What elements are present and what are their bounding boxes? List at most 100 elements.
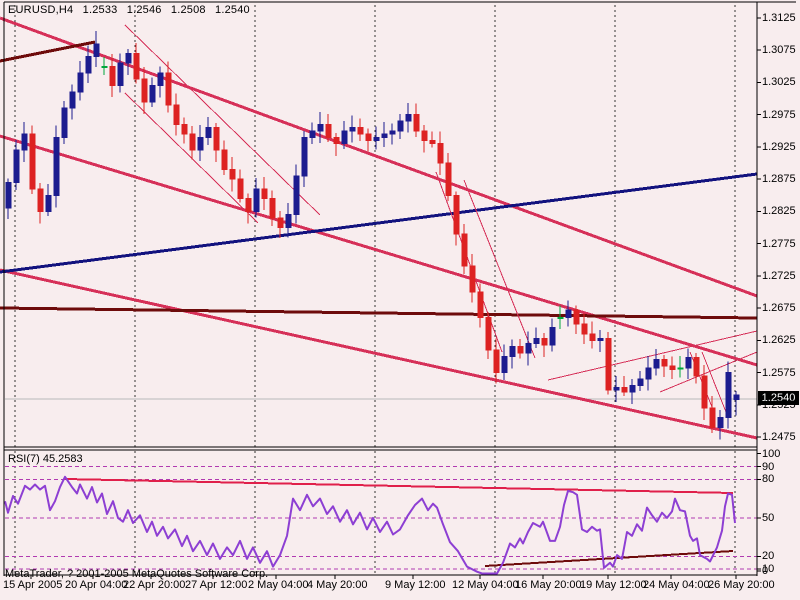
price-tick-label: 1.3025 (762, 76, 796, 89)
candle-body (93, 43, 100, 58)
candle-body (469, 265, 476, 293)
minor-rising-wedge-a (547, 330, 758, 381)
time-axis-label: 22 Apr 20:00 (123, 579, 186, 591)
minor-channel-apr-a (124, 24, 321, 216)
candle-body (325, 123, 332, 138)
time-axis-label: 27 Apr 12:00 (185, 579, 248, 591)
rsi-tick-label: 50 (762, 511, 775, 524)
candle-body (165, 72, 172, 106)
price-tick-label: 1.2625 (762, 334, 796, 347)
candle-body (509, 346, 516, 357)
candle-body (517, 346, 524, 354)
time-axis-label: 2 May 04:00 (248, 579, 309, 591)
candle-body (677, 367, 684, 370)
minor-channel-late-b (701, 351, 727, 413)
candle-body (365, 133, 372, 141)
candle-body (525, 343, 532, 354)
candle-body (581, 323, 588, 335)
candle-body (549, 326, 556, 346)
candle-body (293, 175, 300, 216)
candle-body (493, 349, 500, 374)
candle-body (661, 359, 668, 367)
candle-body (229, 168, 236, 180)
price-tick-label: 1.2675 (762, 302, 796, 315)
time-axis-label: 12 May 04:00 (452, 579, 519, 591)
rsi-tick-label: 0 (762, 565, 769, 577)
candle-body (725, 372, 732, 419)
candle-body (117, 62, 124, 87)
candle-body (685, 357, 692, 369)
horizontal-resistance-line (0, 306, 758, 320)
candle-body (333, 136, 340, 145)
price-tick-label: 1.2925 (762, 140, 796, 153)
candle-body (653, 359, 660, 369)
high-value: 1.2546 (126, 4, 162, 16)
rsi-tick-label: 10 (762, 563, 775, 576)
minor-channel-may-b (463, 179, 536, 359)
time-axis-label: 20 Apr 04:00 (65, 579, 128, 591)
candle-body (541, 337, 548, 346)
rsi-tick-label: 20 (762, 550, 775, 563)
candle-body (733, 394, 740, 401)
candle-body (173, 104, 180, 125)
candle-body (629, 384, 636, 393)
rsi-resistance-line (64, 478, 734, 494)
candle-body (421, 130, 428, 141)
current-price-badge: 1.2540 (758, 391, 799, 405)
rsi-support-line (484, 550, 734, 567)
candle-body (597, 337, 604, 341)
low-value: 1.2508 (170, 4, 206, 16)
candle-body (221, 149, 228, 170)
candle-body (157, 72, 164, 87)
candle-body (245, 197, 252, 212)
open-value: 1.2533 (82, 4, 118, 16)
candle-body (197, 136, 204, 151)
candle-body (557, 317, 564, 320)
candle-body (53, 136, 60, 196)
candle-body (357, 127, 364, 135)
channel-mid-line (0, 134, 758, 367)
candle-body (605, 337, 612, 391)
candle-body (349, 127, 356, 132)
rsi-indicator-label: RSI(7) 45.2583 (8, 453, 83, 465)
price-tick-label: 1.2825 (762, 205, 796, 218)
candle-body (405, 114, 412, 122)
time-axis-label: 19 May 12:00 (580, 579, 647, 591)
candle-body (277, 217, 284, 228)
time-axis-label: 24 May 04:00 (643, 579, 710, 591)
ohlc-header: EURUSD,H4 1.2533 1.2546 1.2508 1.2540 (8, 4, 256, 16)
price-tick-label: 1.3125 (762, 12, 796, 24)
candle-body (269, 197, 276, 219)
candle-body (21, 133, 28, 151)
candle-body (5, 181, 12, 209)
candle-body (213, 127, 220, 151)
candle-body (101, 65, 108, 68)
candle-body (717, 417, 724, 428)
time-axis-label: 26 May 20:00 (708, 579, 775, 591)
channel-bottom-line (0, 268, 758, 440)
candle-body (109, 65, 116, 87)
candle-body (613, 386, 620, 391)
copyright-text: MetaTrader, ? 2001-2005 MetaQuotes Softw… (5, 568, 269, 580)
candle-body (429, 139, 436, 145)
candle-body (453, 194, 460, 235)
candle-body (13, 149, 20, 183)
candle-body (669, 365, 676, 370)
candle-body (709, 407, 716, 428)
rsi-tick-label: 80 (762, 473, 775, 486)
price-tick-label: 1.2525 (762, 398, 796, 411)
candle-body (477, 291, 484, 319)
candle-body (37, 188, 44, 212)
candle-body (701, 375, 708, 409)
price-tick-label: 1.3075 (762, 44, 796, 57)
candle-body (637, 378, 644, 386)
candle-body (645, 367, 652, 380)
time-axis-label: 9 May 12:00 (385, 579, 446, 591)
candle-body (205, 127, 212, 138)
candle-body (141, 78, 148, 103)
price-tick-label: 1.2725 (762, 269, 796, 282)
channel-top-line (0, 16, 758, 298)
candle-body (573, 309, 580, 325)
